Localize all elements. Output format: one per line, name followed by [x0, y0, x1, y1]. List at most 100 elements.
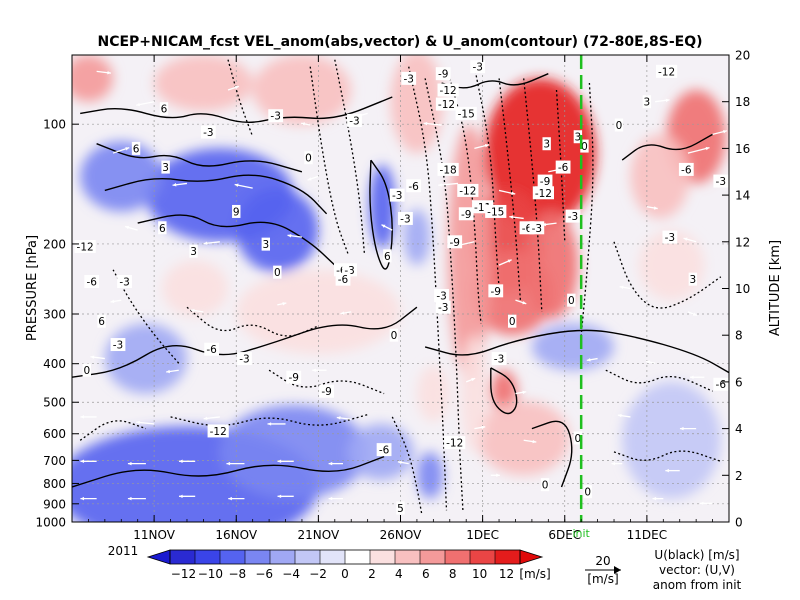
colorbar-tick-label-1: −10: [198, 567, 223, 581]
contour-label-bg-67: [396, 501, 405, 515]
contour-label-bg-54: [655, 64, 678, 78]
colorbar-tick-label-0: −12: [171, 567, 196, 581]
contour-label-bg-57: [662, 230, 678, 244]
wind-vector-head-6: [172, 183, 177, 187]
contour-line-3: [137, 214, 336, 266]
contour-label-0: -12: [77, 241, 94, 253]
contour-label-46: -12: [446, 438, 463, 450]
contour-line-23: [112, 269, 180, 364]
contour-label-52: 0: [616, 120, 623, 132]
colorbar-segment-4: [270, 550, 296, 564]
contour-label-bg-46: [444, 436, 466, 450]
colorbar-tick-label-7: 2: [368, 567, 376, 581]
legend-line-2: vector: (U,V): [659, 563, 735, 577]
wind-vector-head-14: [484, 143, 489, 148]
reference-vector-value: 20: [595, 554, 610, 568]
contour-label-bg-11: [200, 125, 216, 139]
contour-label-57: -3: [665, 232, 675, 244]
colorbar-tick-label-4: −4: [282, 567, 300, 581]
wind-vector-head-67: [328, 496, 333, 501]
colorbar-low-arrow: [146, 549, 171, 565]
contour-label-68: 0: [391, 330, 398, 342]
colorbar-segment-11: [445, 550, 471, 564]
colorbar-segment-8: [370, 550, 396, 564]
contour-line-10: [72, 455, 385, 488]
wind-vector-head-19: [507, 259, 512, 263]
wind-vector-head-27: [683, 237, 688, 241]
colorbar-segment-3: [245, 550, 271, 564]
contour-label-18: -3: [344, 265, 354, 277]
colorbar-segment-9: [395, 550, 421, 564]
reference-vector: 20 [m/s]: [585, 554, 621, 586]
wind-vector-head-43: [80, 415, 85, 419]
contour-label-bg-51: [573, 130, 583, 144]
contour-label-bg-19: [347, 113, 362, 127]
colorbar-unit: [m/s]: [519, 567, 550, 581]
wind-vector-head-51: [679, 426, 684, 431]
altitude-tick-label-5: 10: [735, 282, 750, 296]
wind-vector-head-42: [689, 375, 694, 379]
wind-vector-head-58: [397, 460, 402, 465]
anomaly-region-12: [162, 260, 229, 317]
altitude-tick-label-8: 16: [735, 142, 750, 156]
contour-label-bg-71: [583, 485, 592, 499]
wind-vector-head-26: [653, 206, 658, 210]
anomaly-region-23: [219, 405, 368, 499]
contour-label-bg-55: [678, 162, 694, 176]
wind-vector-head-50: [617, 413, 622, 418]
contour-label-54: -12: [658, 66, 675, 78]
x-axis: 11NOV 16NOV 21NOV 26NOV 1DEC 6DEC 11DEC: [88, 55, 713, 542]
wind-vector-head-68: [652, 496, 657, 501]
year-label: 2011: [108, 544, 139, 558]
contour-label-4: -3: [113, 340, 123, 352]
contour-label-bg-28: [455, 106, 477, 120]
contour-label-bg-14: [268, 109, 284, 123]
pressure-axis: 100 200 300 400 500 600 700 800 900 1000: [35, 118, 79, 530]
wind-vector-head-33: [340, 311, 345, 315]
wind-vector-head-5: [125, 147, 130, 151]
contour-label-bg-60: [204, 342, 220, 356]
anomaly-region-28: [622, 381, 721, 499]
contour-label-21: -3: [392, 190, 402, 202]
contour-label-2: 6: [98, 316, 105, 328]
contour-line-26: [170, 413, 368, 427]
x-tick-label-0: 11NOV: [133, 528, 175, 542]
x-tick-label-2: 21NOV: [298, 528, 340, 542]
wind-vector-head-52: [80, 459, 85, 464]
contour-line-16: [498, 78, 522, 301]
contour-label-bg-68: [389, 328, 399, 342]
wind-vector-head-60: [611, 461, 616, 466]
contour-label-bg-16: [273, 265, 282, 279]
contour-label-56: -3: [716, 176, 726, 188]
colorbar-segment-12: [470, 550, 496, 564]
contour-label-bg-15: [304, 151, 313, 165]
contour-line-18: [555, 89, 566, 242]
pressure-tick-label-7: 800: [43, 477, 66, 491]
contour-label-6: 6: [161, 104, 168, 116]
contour-label-bg-37: [555, 160, 571, 174]
contour-label-bg-33: [485, 204, 507, 218]
wind-vector-head-22: [522, 300, 527, 305]
contour-label-51: 3: [575, 132, 582, 144]
pressure-tick-label-2: 300: [43, 307, 66, 321]
contour-label-55: -6: [681, 164, 692, 176]
wind-vector-head-44: [136, 420, 140, 425]
contour-label-9: 6: [159, 223, 166, 235]
wind-vector-head-57: [328, 461, 333, 466]
anomaly-region-29: [416, 365, 450, 422]
colorbar-tick-label-6: 0: [341, 567, 349, 581]
contour-line-5: [72, 306, 418, 378]
contour-label-bg-52: [614, 118, 624, 132]
colorbar-segment-10: [420, 550, 446, 564]
colorbar-segment-7: [345, 550, 371, 564]
wind-vector-head-13: [423, 121, 428, 126]
anomaly-region-27: [531, 323, 615, 371]
contour-label-39: -6: [522, 223, 533, 235]
altitude-axis: 0 2 4 6 8 10 12 14 16 18 20: [722, 49, 750, 530]
contour-label-bg-31: [458, 207, 474, 221]
contour-label-bg-0: [74, 239, 96, 253]
contour-label-bg-7: [131, 141, 141, 155]
wind-vector-head-63: [127, 496, 132, 501]
contour-label-53: 3: [644, 97, 651, 109]
